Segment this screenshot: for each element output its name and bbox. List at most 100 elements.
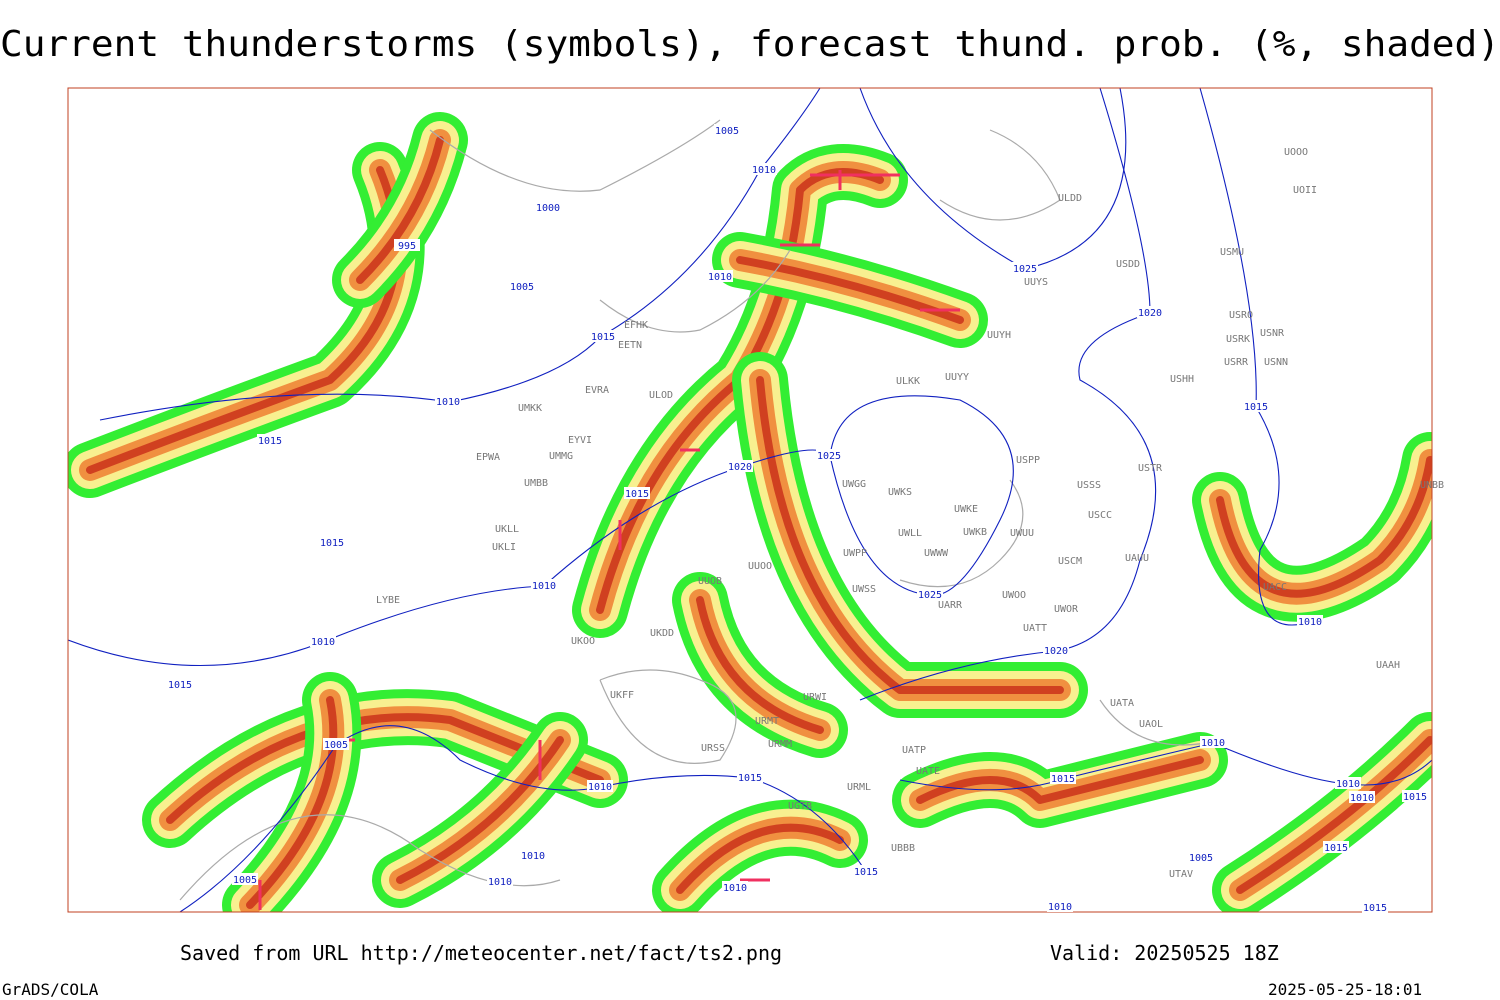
probability-band [676, 823, 844, 894]
station-label: UNBB [1420, 480, 1444, 491]
isobar-label: 1010 [1201, 738, 1225, 749]
isobar-label-bg [1188, 851, 1214, 863]
station-label: EVRA [585, 385, 609, 396]
isobar-label: 1010 [436, 397, 460, 408]
station-label: UWSS [852, 584, 876, 595]
station-label: ULKK [896, 376, 920, 387]
isobar-label-bg [722, 881, 748, 893]
isobar-label: 1015 [625, 489, 649, 500]
station-label: UKOO [571, 636, 595, 647]
isobar-label-bg [1297, 615, 1323, 627]
station-label: EYVI [568, 435, 592, 446]
isobar-label-bg [1137, 306, 1163, 318]
probability-band [1216, 456, 1432, 598]
station-label: EFHK [624, 320, 648, 331]
station-label: ULDD [1058, 193, 1082, 204]
timestamp: 2025-05-25-18:01 [1268, 980, 1422, 999]
isobar-label: 1010 [752, 165, 776, 176]
isobar-label-bg [1012, 262, 1038, 274]
station-label: UUYY [945, 372, 969, 383]
software: GrADS/COLA [2, 980, 99, 999]
isobar-label: 1020 [728, 462, 752, 473]
map-title: Current thunderstorms (symbols), forecas… [0, 24, 1500, 65]
isobar-label: 1015 [591, 332, 615, 343]
isobar-label-bg [1200, 736, 1226, 748]
station-label: UBBB [891, 843, 915, 854]
station-label: UATA [1110, 698, 1134, 709]
map-area [68, 88, 1432, 912]
isobar-label-bg [509, 280, 535, 292]
station-label: LYBE [376, 595, 400, 606]
station-label: USRK [1226, 334, 1250, 345]
station-label: UOII [1293, 185, 1317, 196]
isobar-label-bg [257, 434, 283, 446]
probability-band [356, 136, 444, 284]
isobar-label: 1025 [918, 590, 942, 601]
isobar-label: 1015 [258, 436, 282, 447]
isobar-label: 1010 [723, 883, 747, 894]
isobar-label: 1025 [817, 451, 841, 462]
isobar-label: 1005 [1189, 853, 1213, 864]
isobar-label: 1015 [738, 773, 762, 784]
isobar-label: 1015 [1363, 903, 1387, 914]
probability-band [246, 696, 338, 909]
station-label: UKLI [492, 542, 516, 553]
valid-time: Valid: 20250525 18Z [1050, 941, 1279, 965]
isobar-label: 1015 [854, 867, 878, 878]
isobar-label-bg [587, 780, 613, 792]
station-label: UWWW [924, 548, 949, 559]
station-label: EETN [618, 340, 642, 351]
station-label: USSS [1077, 480, 1101, 491]
station-label: UATT [1023, 623, 1047, 634]
isobar-label: 1015 [1324, 843, 1348, 854]
isobar-label-bg [1349, 791, 1375, 803]
map-frame [67, 87, 1433, 913]
isobar-label-bg [531, 579, 557, 591]
station-label: UWPP [843, 548, 867, 559]
station-label: EPWA [476, 452, 500, 463]
isobar-label-bg [1402, 790, 1428, 802]
isobar-label-bg [1323, 841, 1349, 853]
station-label: USCM [1058, 556, 1082, 567]
isobar-label: 1015 [1403, 792, 1427, 803]
station-label: USRO [1229, 310, 1253, 321]
source-url: Saved from URL http://meteocenter.net/fa… [180, 941, 782, 965]
isobar-label-bg [917, 588, 943, 600]
station-label: USNR [1260, 328, 1285, 339]
station-label: USMU [1220, 247, 1244, 258]
isobar-label: 1010 [1336, 779, 1360, 790]
isobar-label-bg [487, 875, 513, 887]
station-label: URMT [755, 716, 779, 727]
station-label: USNN [1264, 357, 1288, 368]
isobar-label: 1010 [588, 782, 612, 793]
station-label: UWOO [1002, 590, 1026, 601]
probability-band [756, 376, 1064, 694]
station-label: UWOR [1054, 604, 1079, 615]
station-label: UARR [938, 600, 963, 611]
station-label: UAOL [1139, 719, 1163, 730]
isobar-label-bg [751, 163, 777, 175]
station-label: USTR [1138, 463, 1163, 474]
station-label: USCC [1088, 510, 1112, 521]
station-label: UUOO [748, 561, 772, 572]
isobar-label: 1010 [1350, 793, 1374, 804]
station-label: UWUU [1010, 528, 1034, 539]
probability-band [1236, 736, 1432, 894]
station-label: UWGG [842, 479, 866, 490]
isobar-label-bg [323, 738, 349, 750]
station-label: UKFF [610, 690, 634, 701]
isobar-label-bg [167, 678, 193, 690]
isobar-label-bg [816, 449, 842, 461]
isobar-label: 1005 [715, 126, 739, 137]
station-label: UATE [916, 766, 940, 777]
isobar-label-bg [1243, 400, 1269, 412]
isobar-label-bg [232, 873, 258, 885]
station-label: UGTB [788, 801, 812, 812]
isobar-label-bg [1335, 777, 1361, 789]
isobar-label-bg [624, 487, 650, 499]
station-label: USPP [1016, 455, 1040, 466]
station-label: USDD [1116, 259, 1140, 270]
isobar-label-bg [394, 239, 420, 251]
isobar-label: 1005 [324, 740, 348, 751]
